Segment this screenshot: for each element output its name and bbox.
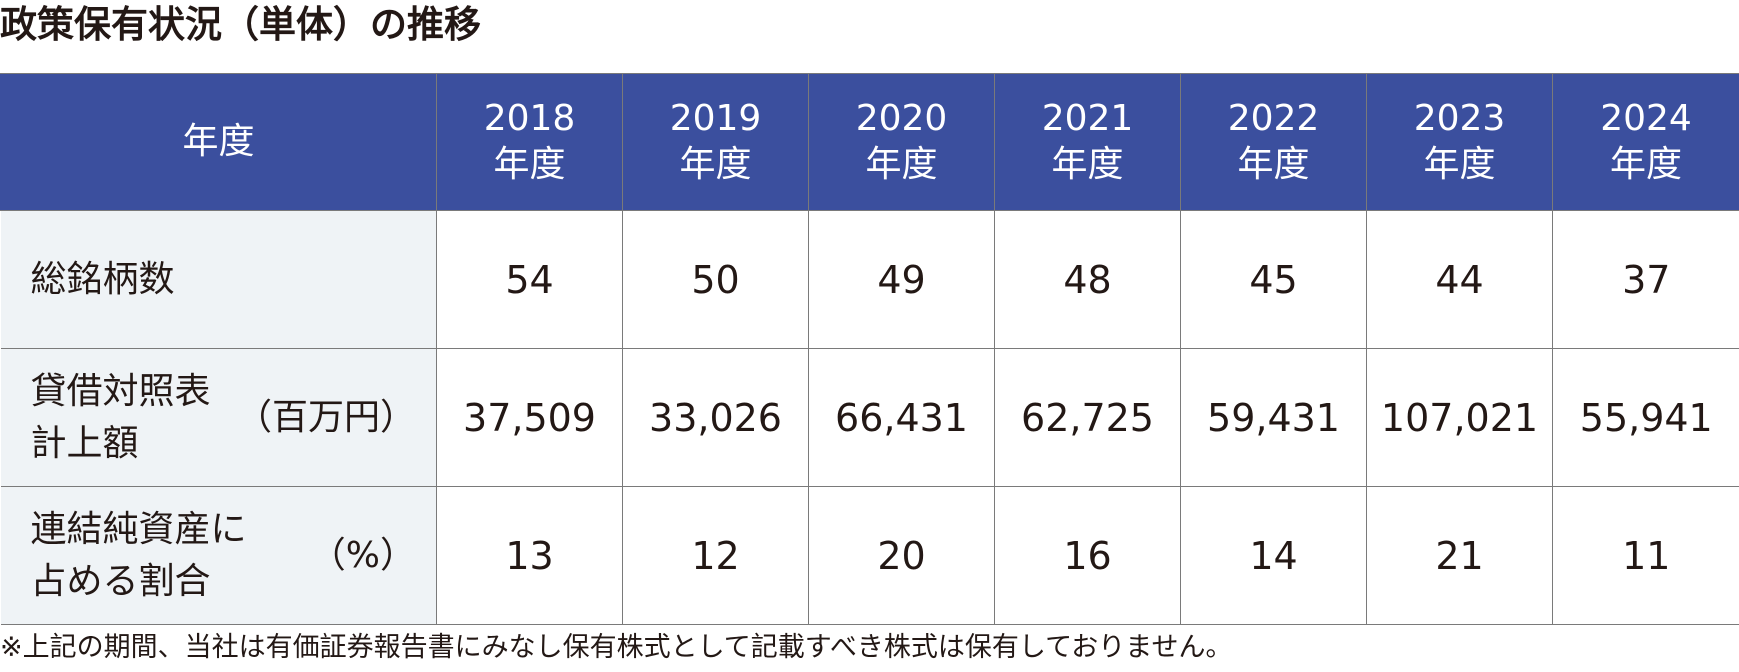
table-cell: 62,725 bbox=[994, 348, 1181, 487]
header-year-suffix: 年度 bbox=[1423, 144, 1496, 185]
header-year-suffix: 年度 bbox=[865, 144, 938, 185]
table-cell: 49 bbox=[808, 210, 995, 349]
footnote: ※上記の期間、当社は有価証券報告書にみなし保有株式として記載すべき株式は保有して… bbox=[0, 632, 1233, 663]
header-year-2021: 2021 年度 bbox=[994, 73, 1181, 211]
table-cell: 54 bbox=[436, 210, 623, 349]
header-year-number: 2022 bbox=[1227, 98, 1320, 139]
row-label-total-issues: 総銘柄数 bbox=[0, 210, 437, 349]
header-year-2023: 2023 年度 bbox=[1366, 73, 1553, 211]
header-label-cell: 年度 bbox=[0, 73, 437, 211]
row-label-line: 占める割合 bbox=[30, 560, 211, 602]
header-year-number: 2024 bbox=[1600, 98, 1692, 139]
header-year-number: 2019 bbox=[669, 98, 762, 139]
table-row-total-issues: 総銘柄数 54 50 49 48 45 44 37 bbox=[0, 210, 1739, 349]
table-cell: 11 bbox=[1552, 486, 1739, 625]
header-year-suffix: 年度 bbox=[1609, 144, 1682, 185]
holdings-table: 年度 2018 年度 2019 年度 2020 年度 2021 年度 2022 … bbox=[0, 73, 1739, 625]
table-cell: 20 bbox=[808, 486, 995, 625]
header-year-number: 2020 bbox=[855, 98, 948, 139]
header-year-suffix: 年度 bbox=[493, 144, 566, 185]
header-year-suffix: 年度 bbox=[1237, 144, 1310, 185]
table-cell: 66,431 bbox=[808, 348, 995, 487]
table-cell: 45 bbox=[1180, 210, 1367, 349]
table-cell: 33,026 bbox=[622, 348, 809, 487]
header-year-2018: 2018 年度 bbox=[436, 73, 623, 211]
row-label-line: 計上額 bbox=[30, 422, 139, 464]
table-cell: 14 bbox=[1180, 486, 1367, 625]
header-year-2022: 2022 年度 bbox=[1180, 73, 1367, 211]
table-cell: 107,021 bbox=[1366, 348, 1553, 487]
row-label-text: 連結純資産に 占める割合 bbox=[31, 504, 247, 608]
header-year-number: 2018 bbox=[483, 98, 576, 139]
header-year-suffix: 年度 bbox=[1051, 144, 1124, 185]
page-title: 政策保有状況（単体）の推移 bbox=[0, 3, 481, 46]
table-cell: 21 bbox=[1366, 486, 1553, 625]
header-year-number: 2021 bbox=[1041, 98, 1134, 139]
table-cell: 44 bbox=[1366, 210, 1553, 349]
table-cell: 37 bbox=[1552, 210, 1739, 349]
header-year-suffix: 年度 bbox=[679, 144, 752, 185]
header-year-number: 2023 bbox=[1413, 98, 1506, 139]
row-label-text: 貸借対照表 計上額 bbox=[31, 366, 211, 470]
header-year-2024: 2024 年度 bbox=[1552, 73, 1739, 211]
row-label-balance-sheet-amount: 貸借対照表 計上額 （百万円） bbox=[0, 348, 437, 487]
header-year-2019: 2019 年度 bbox=[622, 73, 809, 211]
table-cell: 37,509 bbox=[436, 348, 623, 487]
row-label-text: 総銘柄数 bbox=[31, 254, 175, 306]
row-unit-label: （百万円） bbox=[235, 396, 416, 438]
table-cell: 48 bbox=[994, 210, 1181, 349]
table-row-balance-sheet-amount: 貸借対照表 計上額 （百万円） 37,509 33,026 66,431 62,… bbox=[0, 348, 1739, 487]
table-cell: 16 bbox=[994, 486, 1181, 625]
table-row-net-assets-ratio: 連結純資産に 占める割合 （%） 13 12 20 16 14 21 11 bbox=[0, 486, 1739, 625]
table-cell: 59,431 bbox=[1180, 348, 1367, 487]
row-label-line: 連結純資産に bbox=[30, 508, 247, 550]
table-header-row: 年度 2018 年度 2019 年度 2020 年度 2021 年度 2022 … bbox=[0, 73, 1739, 211]
row-label-net-assets-ratio: 連結純資産に 占める割合 （%） bbox=[0, 486, 437, 625]
row-label-line: 総銘柄数 bbox=[30, 258, 175, 300]
table-cell: 12 bbox=[622, 486, 809, 625]
table-cell: 13 bbox=[436, 486, 623, 625]
table-cell: 50 bbox=[622, 210, 809, 349]
row-unit-label: （%） bbox=[309, 534, 416, 576]
table-cell: 55,941 bbox=[1552, 348, 1739, 487]
header-year-2020: 2020 年度 bbox=[808, 73, 995, 211]
row-label-line: 貸借対照表 bbox=[30, 370, 211, 412]
